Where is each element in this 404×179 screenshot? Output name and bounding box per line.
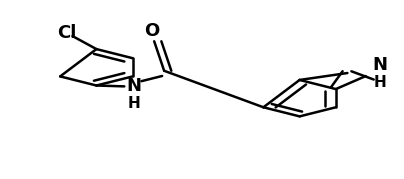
Text: H: H: [373, 75, 386, 90]
Text: Cl: Cl: [57, 25, 76, 42]
Text: N: N: [372, 56, 387, 74]
Text: H: H: [128, 96, 141, 111]
Text: N: N: [127, 77, 142, 95]
Text: O: O: [145, 22, 160, 40]
